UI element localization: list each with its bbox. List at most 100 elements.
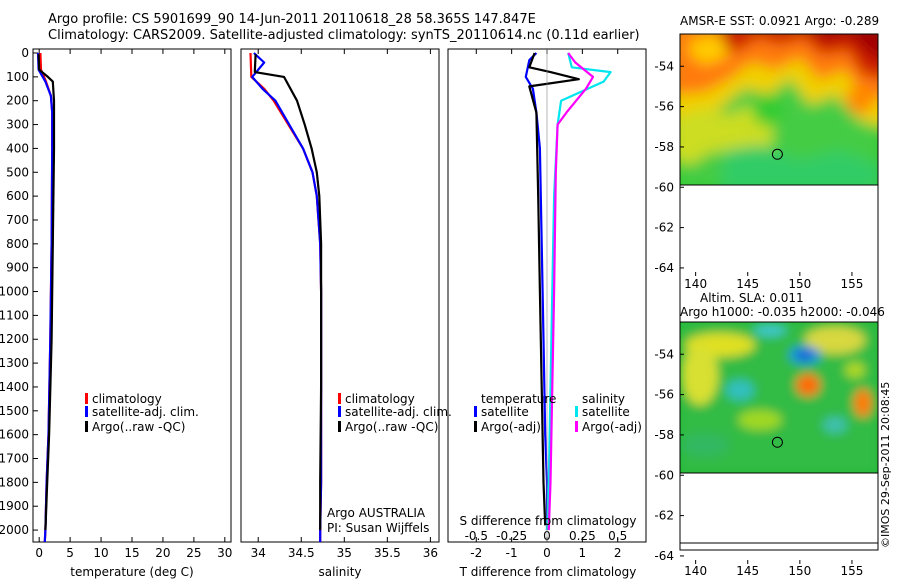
y-tick-label: 1400 bbox=[0, 380, 29, 394]
x-tick-label: 30 bbox=[217, 546, 232, 560]
difference-panel: -2 -1 0 1 2 -0.5 -0.25 0 0.25 0.5 S difference f… bbox=[447, 48, 647, 579]
sla-lon-tick-labels: 140 145 150 155 bbox=[684, 560, 863, 578]
legend-title-temperature: temperature bbox=[481, 392, 556, 406]
lat-tick-label: -60 bbox=[654, 468, 674, 482]
legend-label-t-satellite: satellite bbox=[481, 405, 529, 419]
salinity-series bbox=[249, 52, 323, 542]
x-tick-label: 0 bbox=[35, 546, 43, 560]
series-line-argo-adj bbox=[547, 52, 595, 531]
legend-swatch-satellite bbox=[85, 406, 88, 417]
sst-map-image bbox=[680, 34, 878, 185]
x-tick-label: 2 bbox=[614, 546, 622, 560]
y-tick-label: 1800 bbox=[0, 475, 29, 489]
y-tick-label: 1500 bbox=[0, 404, 29, 418]
s-tick-label: -0.5 bbox=[465, 529, 488, 543]
sla-lat-tick-labels: -54 -56 -58 -60 -62 -64 bbox=[654, 347, 684, 563]
salinity-legend: climatology satellite-adj. clim. Argo(..… bbox=[338, 392, 452, 434]
s-tick-label: -0.25 bbox=[496, 529, 527, 543]
legend-label-climatology: climatology bbox=[92, 392, 162, 406]
x-tick-label: 10 bbox=[93, 546, 108, 560]
y-tick-label: 1700 bbox=[0, 452, 29, 466]
lat-tick-label: -62 bbox=[654, 221, 674, 235]
x-tick-label: 35 bbox=[337, 546, 352, 560]
x-tick-label: 35.5 bbox=[374, 546, 401, 560]
lat-tick-label: -54 bbox=[654, 59, 674, 73]
series-line-argo-raw-qc bbox=[37, 54, 56, 531]
lon-tick-label: 140 bbox=[684, 277, 707, 291]
legend-swatch-t-satellite bbox=[474, 406, 477, 417]
legend-swatch-s-argo bbox=[575, 421, 578, 432]
lat-tick-label: -64 bbox=[654, 261, 674, 275]
series-line-satellite bbox=[524, 52, 549, 531]
s-tick-label: 0.5 bbox=[608, 529, 627, 543]
temperature-xlabel: temperature (deg C) bbox=[70, 565, 193, 579]
legend-label-argo: Argo(..raw -QC) bbox=[92, 420, 185, 434]
y-tick-label: 600 bbox=[6, 189, 29, 203]
sla-map-frame bbox=[679, 321, 879, 551]
x-tick-label: 1 bbox=[579, 546, 587, 560]
lat-tick-label: -54 bbox=[654, 347, 674, 361]
lat-tick-label: -56 bbox=[654, 100, 674, 114]
x-tick-label: 5 bbox=[66, 546, 74, 560]
legend-swatch-argo bbox=[85, 421, 88, 432]
x-tick-label: 25 bbox=[186, 546, 201, 560]
x-tick-label: -1 bbox=[506, 546, 518, 560]
x-tick-label: 20 bbox=[155, 546, 170, 560]
lon-tick-label: 145 bbox=[736, 277, 759, 291]
lat-tick-label: -64 bbox=[654, 549, 674, 563]
y-tick-label: 1200 bbox=[0, 332, 29, 346]
float-label-pi: PI: Susan Wijffels bbox=[327, 521, 429, 535]
y-tick-label: 1000 bbox=[0, 285, 29, 299]
lat-tick-label: -56 bbox=[654, 388, 674, 402]
y-tick-label: 400 bbox=[6, 141, 29, 155]
legend-swatch-argo bbox=[338, 421, 341, 432]
lat-tick-label: -58 bbox=[654, 428, 674, 442]
legend-label-satellite: satellite-adj. clim. bbox=[345, 405, 452, 419]
salinity-tick-labels: 34 34.5 35 35.5 36 bbox=[251, 49, 438, 560]
lon-tick-label: 150 bbox=[788, 564, 811, 578]
legend-label-t-argo: Argo(-adj) bbox=[481, 420, 541, 434]
series-line-climatology bbox=[249, 52, 323, 542]
lon-tick-label: 155 bbox=[840, 564, 863, 578]
lon-tick-label: 155 bbox=[840, 277, 863, 291]
lat-tick-label: -60 bbox=[654, 180, 674, 194]
legend-label-argo: Argo(..raw -QC) bbox=[345, 420, 438, 434]
y-tick-label: 200 bbox=[6, 94, 29, 108]
sla-map-panel: Altim. SLA: 0.011 Argo h1000: -0.035 h20… bbox=[654, 291, 885, 578]
lat-tick-label: -58 bbox=[654, 140, 674, 154]
legend-title-salinity: salinity bbox=[582, 392, 625, 406]
y-tick-label: 1100 bbox=[0, 308, 29, 322]
series-line-satellite-adj-clim bbox=[251, 52, 323, 542]
difference-legend: temperature salinity satellite Argo(-adj… bbox=[474, 392, 642, 434]
legend-swatch-t-argo bbox=[474, 421, 477, 432]
sst-lat-tick-labels: -54 -56 -58 -60 -62 -64 bbox=[654, 59, 684, 275]
figure-title-line2: Climatology: CARS2009. Satellite-adjuste… bbox=[48, 28, 640, 43]
x-tick-label: 36 bbox=[423, 546, 438, 560]
salinity-panel: 34 34.5 35 35.5 36 salinity climatology sate… bbox=[240, 48, 452, 579]
sst-map-frame bbox=[679, 33, 879, 544]
lon-tick-label: 150 bbox=[788, 277, 811, 291]
y-tick-label: 500 bbox=[6, 165, 29, 179]
y-tick-label: 900 bbox=[6, 261, 29, 275]
sla-map-image bbox=[680, 322, 878, 473]
sst-map-panel: AMSR-E SST: 0.0921 Argo: -0.289 -54-56-5… bbox=[654, 14, 879, 544]
x-tick-label: 34 bbox=[251, 546, 266, 560]
salinity-xlabel: salinity bbox=[318, 565, 361, 579]
x-tick-label: 15 bbox=[124, 546, 139, 560]
temperature-series bbox=[36, 52, 56, 543]
y-tick-label: 1300 bbox=[0, 356, 29, 370]
sla-map-title-line2: Argo h1000: -0.035 h2000: -0.046 bbox=[680, 305, 885, 319]
y-tick-label: 0 bbox=[21, 46, 29, 60]
sst-map-title: AMSR-E SST: 0.0921 Argo: -0.289 bbox=[680, 14, 879, 28]
s-tick-label: 0.25 bbox=[569, 529, 596, 543]
legend-swatch-climatology bbox=[85, 393, 88, 404]
x-tick-label: -2 bbox=[470, 546, 482, 560]
t-difference-xlabel: T difference from climatology bbox=[459, 565, 637, 579]
series-line-argo-raw-qc bbox=[253, 54, 323, 531]
depth-tick-labels: 0 100 200 300 400 500 600 700 800 900 1000 1100 1200… bbox=[0, 46, 38, 537]
sla-argo-position-marker bbox=[771, 436, 783, 448]
series-line-argo-adj bbox=[528, 52, 580, 526]
legend-swatch-s-satellite bbox=[575, 406, 578, 417]
difference-series bbox=[524, 49, 612, 542]
